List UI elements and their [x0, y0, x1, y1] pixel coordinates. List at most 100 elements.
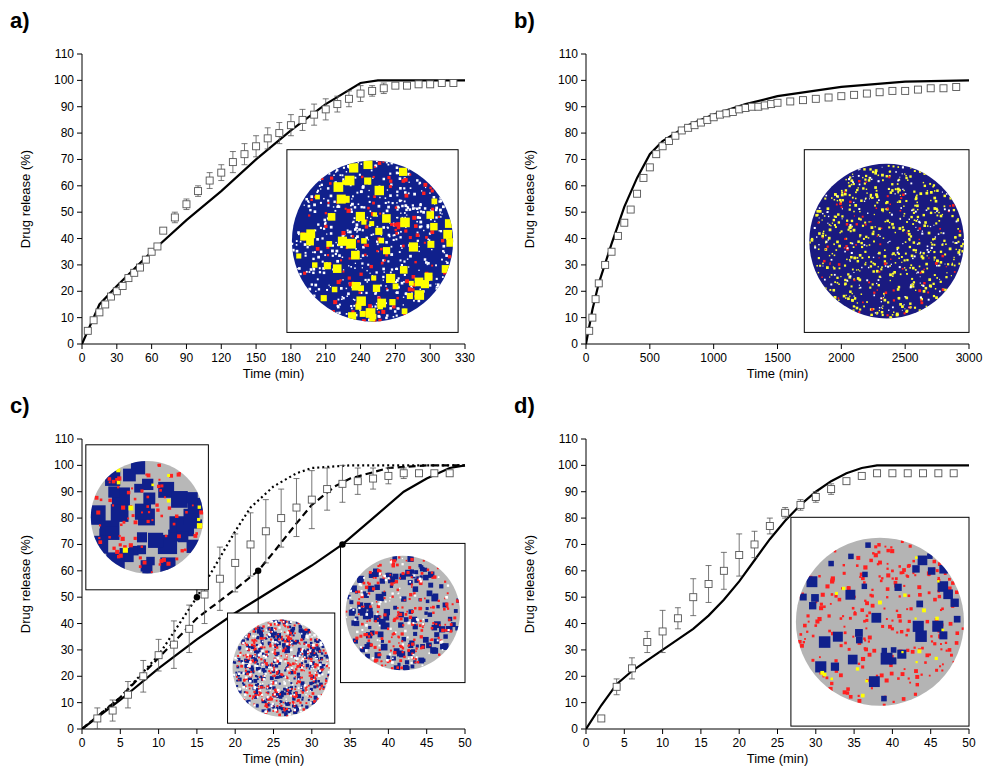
- inset-speck: [890, 259, 891, 260]
- inset-speck: [840, 276, 841, 277]
- error-bar: [666, 138, 672, 143]
- y-tick-label: 110: [55, 432, 74, 446]
- inset-speck: [855, 244, 857, 246]
- inset-speck: [914, 170, 916, 172]
- inset-speck: [866, 279, 868, 281]
- inset-speck: [301, 682, 304, 685]
- y-tick: [77, 465, 82, 466]
- x-tick-label: 20: [229, 736, 243, 750]
- inset-speck: [829, 289, 831, 291]
- inset-speck: [851, 243, 853, 245]
- inset-speck: [400, 213, 401, 214]
- inset-speck: [346, 239, 356, 249]
- inset-speck: [915, 198, 917, 200]
- inset-speck: [906, 310, 909, 313]
- error-bar: [324, 468, 330, 510]
- inset-speck: [303, 272, 306, 275]
- inset-speck: [146, 557, 154, 565]
- inset-speck: [119, 554, 123, 558]
- inset-speck: [354, 206, 356, 208]
- inset-speck: [383, 280, 384, 281]
- inset-speck: [819, 217, 820, 218]
- inset-speck: [919, 276, 921, 278]
- inset-speck: [919, 227, 921, 229]
- y-tick: [77, 106, 82, 107]
- inset-speck: [393, 239, 395, 241]
- inset-speck: [850, 230, 852, 232]
- inset-speck: [853, 246, 855, 248]
- inset-speck: [961, 250, 964, 253]
- inset-speck: [959, 234, 962, 237]
- inset-speck: [920, 253, 921, 254]
- inset-speck: [881, 311, 884, 314]
- x-tick-label: 60: [145, 351, 159, 365]
- inset-speck: [834, 281, 836, 283]
- inset-speck: [378, 319, 381, 322]
- inset-speck: [409, 236, 412, 239]
- error-bar: [172, 212, 178, 223]
- inset-speck: [413, 193, 416, 196]
- inset-speck: [421, 226, 423, 228]
- inset-speck: [363, 206, 365, 208]
- inset-speck: [157, 485, 160, 488]
- inset-speck: [308, 205, 311, 208]
- data-point: [90, 317, 97, 324]
- error-bar: [207, 173, 213, 189]
- inset-speck: [954, 265, 956, 267]
- inset-speck: [445, 219, 454, 228]
- inset-speck: [418, 270, 419, 271]
- inset-speck: [296, 253, 301, 258]
- inset-speck: [405, 204, 408, 207]
- inset-speck: [905, 193, 907, 195]
- inset-speck: [900, 207, 902, 209]
- inset-speck: [822, 213, 823, 214]
- inset-speck: [859, 234, 861, 236]
- inset-speck: [134, 484, 143, 493]
- inset-speck: [333, 264, 342, 273]
- inset-speck: [926, 209, 928, 211]
- error-bar: [217, 547, 223, 610]
- inset-speck: [889, 316, 891, 318]
- inset-speck: [873, 257, 874, 258]
- inset-speck: [925, 263, 928, 266]
- inset-speck: [927, 255, 928, 256]
- inset-speck: [319, 185, 321, 187]
- inset-speck: [396, 217, 397, 218]
- error-bar: [717, 112, 723, 117]
- inset-speck: [316, 238, 319, 241]
- x-tick: [256, 344, 257, 349]
- inset-speck: [904, 312, 906, 314]
- x-tick-label: 30: [305, 736, 319, 750]
- inset-speck: [178, 532, 188, 542]
- error-bar: [762, 103, 768, 108]
- inset-speck: [351, 308, 353, 310]
- inset-speck: [863, 306, 865, 308]
- inset-speck: [826, 211, 828, 213]
- inset-speck: [837, 200, 838, 201]
- panel: b)05001000150020002500300001020304050607…: [514, 8, 983, 381]
- model-line: [82, 80, 465, 344]
- data-point: [774, 99, 781, 106]
- inset-speck: [427, 241, 434, 248]
- inset-speck: [866, 192, 867, 193]
- inset-speck: [841, 206, 843, 208]
- inset-speck: [404, 212, 406, 214]
- inset-speck: [886, 208, 888, 210]
- inset-speck: [959, 230, 961, 232]
- y-tick-label: 90: [565, 100, 579, 114]
- inset-speck: [328, 202, 330, 204]
- inset-speck: [424, 207, 426, 209]
- inset: [228, 613, 335, 723]
- inset-speck: [416, 179, 418, 181]
- error-bar: [96, 310, 102, 315]
- inset-speck: [98, 540, 102, 544]
- inset-speck: [347, 231, 349, 233]
- data-point: [431, 470, 438, 477]
- inset-speck: [326, 233, 327, 234]
- inset-speck: [334, 182, 344, 192]
- inset-speck: [419, 246, 420, 247]
- inset-speck: [388, 201, 390, 203]
- inset-speck: [322, 261, 324, 263]
- x-tick-label: 40: [382, 736, 396, 750]
- inset-speck: [299, 273, 301, 275]
